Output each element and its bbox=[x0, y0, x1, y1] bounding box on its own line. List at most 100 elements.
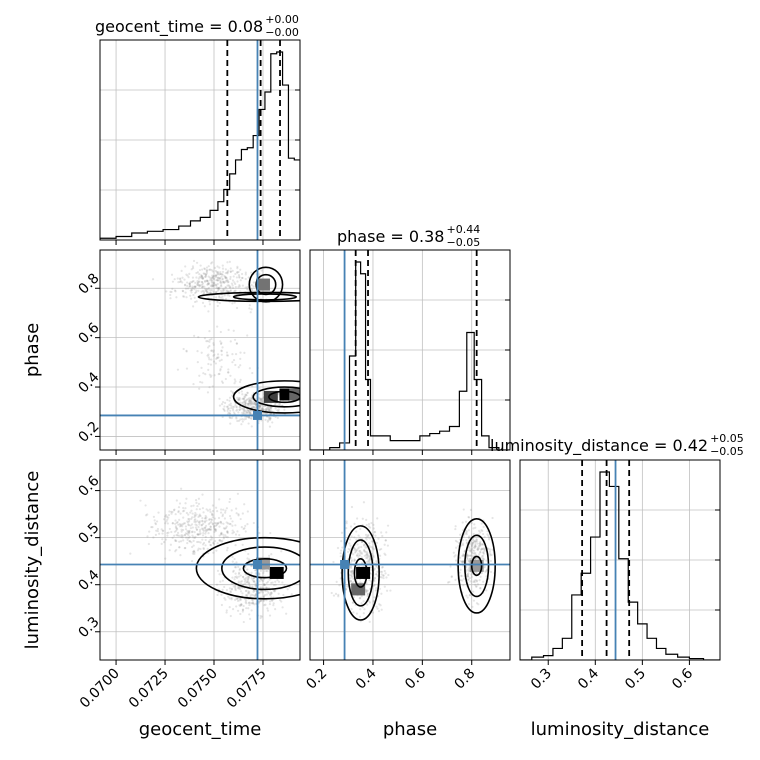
scatter-point bbox=[461, 543, 465, 547]
scatter-point bbox=[214, 529, 217, 533]
scatter-point bbox=[189, 281, 192, 284]
scatter-point bbox=[479, 544, 482, 547]
scatter-point bbox=[190, 560, 194, 563]
histogram-phase bbox=[310, 261, 510, 450]
scatter-point bbox=[375, 560, 378, 563]
scatter-point bbox=[249, 412, 252, 415]
scatter-point bbox=[252, 402, 255, 405]
scatter-point bbox=[234, 575, 237, 579]
scatter-point bbox=[365, 589, 368, 592]
scatter-point bbox=[144, 514, 148, 517]
scatter-point bbox=[267, 591, 270, 595]
scatter-point bbox=[230, 282, 234, 285]
title-phase: phase = 0.38 +0.44−0.05 bbox=[337, 223, 480, 249]
scatter-point bbox=[245, 607, 248, 610]
scatter-point bbox=[231, 302, 234, 305]
scatter-point bbox=[221, 381, 224, 384]
scatter-point bbox=[180, 530, 183, 533]
scatter-point bbox=[204, 526, 207, 529]
scatter-point bbox=[243, 418, 246, 421]
scatter-point bbox=[370, 545, 373, 549]
scatter-point bbox=[248, 402, 251, 405]
scatter-point bbox=[248, 399, 251, 402]
scatter-point bbox=[366, 552, 369, 555]
scatter-point bbox=[235, 507, 238, 510]
scatter-point bbox=[467, 567, 471, 570]
scatter-point bbox=[260, 615, 263, 618]
scatter-point bbox=[485, 589, 488, 592]
scatter-point bbox=[351, 569, 354, 572]
scatter-point bbox=[248, 585, 251, 588]
scatter-point bbox=[269, 416, 272, 419]
scatter-point bbox=[194, 526, 198, 529]
scatter-point bbox=[470, 548, 473, 551]
scatter-point bbox=[229, 402, 232, 405]
scatter-point bbox=[454, 554, 457, 557]
scatter-point bbox=[222, 535, 225, 539]
scatter-point bbox=[193, 334, 196, 337]
scatter-point bbox=[260, 579, 263, 582]
scatter-point bbox=[216, 593, 219, 597]
scatter-point bbox=[231, 405, 234, 408]
scatter-point bbox=[190, 287, 193, 290]
scatter-point bbox=[261, 404, 265, 407]
scatter-point bbox=[220, 285, 223, 288]
scatter-point bbox=[268, 425, 272, 428]
scatter-point bbox=[252, 405, 255, 409]
scatter-point bbox=[217, 516, 221, 520]
grid bbox=[100, 40, 300, 240]
scatter-point bbox=[259, 616, 262, 620]
scatter-point bbox=[248, 582, 251, 585]
scatter-point bbox=[257, 393, 261, 396]
scatter-point bbox=[246, 575, 249, 578]
scatter-point bbox=[466, 596, 469, 599]
scatter-point bbox=[209, 277, 213, 280]
scatter-point bbox=[241, 608, 245, 611]
scatter-point bbox=[363, 549, 366, 552]
scatter-point bbox=[175, 529, 178, 532]
scatter-point bbox=[350, 608, 353, 611]
scatter-point bbox=[278, 403, 281, 406]
scatter-point bbox=[191, 280, 194, 283]
scatter-point bbox=[175, 527, 178, 530]
scatter-point bbox=[234, 572, 237, 575]
scatter-point bbox=[245, 602, 248, 605]
scatter-point bbox=[248, 399, 251, 403]
scatter-point bbox=[208, 540, 211, 544]
scatter-point bbox=[235, 605, 238, 608]
scatter-point bbox=[241, 401, 245, 404]
scatter-point bbox=[192, 382, 195, 386]
scatter-point bbox=[244, 417, 247, 421]
scatter-point bbox=[175, 499, 178, 502]
scatter-point bbox=[182, 516, 185, 519]
scatter-point bbox=[212, 290, 215, 293]
x-tick-label-geocent_time: 0.0700 bbox=[77, 666, 123, 712]
scatter-point bbox=[204, 287, 207, 290]
scatter-point bbox=[252, 601, 255, 604]
scatter-point bbox=[232, 275, 235, 278]
scatter-point bbox=[474, 540, 478, 543]
scatter-point bbox=[247, 577, 250, 580]
scatter-point bbox=[237, 572, 241, 575]
scatter-point bbox=[228, 587, 232, 590]
scatter-point bbox=[244, 273, 247, 276]
scatter-point bbox=[202, 290, 206, 293]
scatter-point bbox=[236, 408, 239, 411]
scatter-point bbox=[248, 304, 251, 307]
scatter-point bbox=[228, 522, 231, 525]
scatter-point bbox=[210, 279, 213, 282]
scatter-point bbox=[233, 378, 236, 381]
scatter-point bbox=[478, 553, 481, 556]
scatter-point bbox=[221, 514, 224, 518]
scatter-point bbox=[222, 289, 225, 292]
scatter-point bbox=[241, 512, 244, 515]
scatter-point bbox=[251, 371, 254, 375]
scatter-point bbox=[350, 556, 353, 560]
scatter-point bbox=[479, 586, 482, 590]
scatter-point bbox=[220, 365, 223, 368]
scatter-point bbox=[471, 552, 474, 555]
scatter-point bbox=[240, 272, 244, 276]
scatter-point bbox=[189, 527, 193, 530]
scatter-point bbox=[262, 408, 265, 411]
scatter-point bbox=[196, 504, 199, 508]
